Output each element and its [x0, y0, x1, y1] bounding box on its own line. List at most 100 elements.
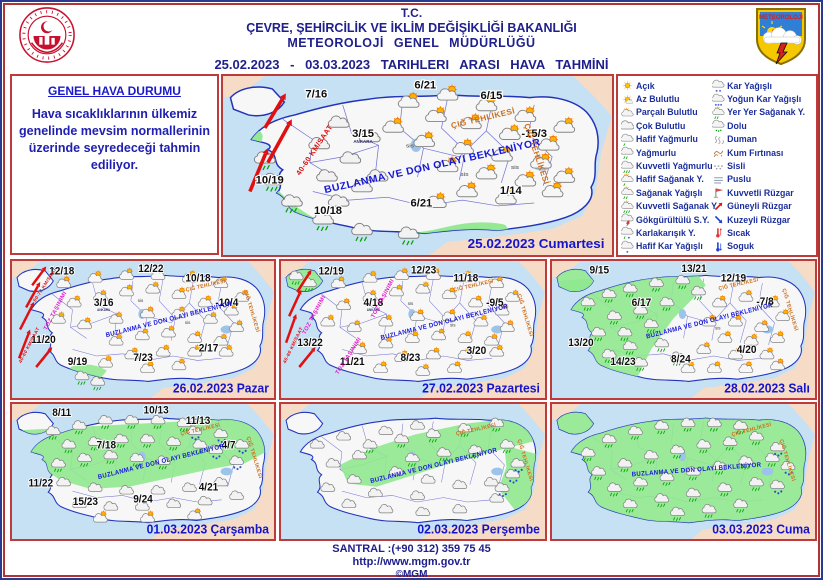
temperature-label: 13/21 [681, 263, 706, 276]
map-date-label: 27.02.2023 Pazartesi [422, 380, 540, 396]
legend-item: Karlakarışık Y. [621, 226, 712, 240]
sleet-icon [621, 227, 634, 240]
temperature-label: 4/18 [364, 297, 384, 309]
sun-cloud-icon [621, 107, 634, 117]
temperature-label: 12/19 [318, 265, 344, 277]
rain-1-icon [621, 133, 634, 146]
legend-item-label: Yoğun Kar Yağışlı [727, 94, 802, 105]
forecast-map-saturday: SİS SİS SİS 7/16 6/21 6/15 3/15 ANKARA -15/3 1/14… [221, 74, 614, 257]
map-date-label: 02.03.2023 Perşembe [417, 522, 540, 536]
temperature-label: 15/23 [73, 497, 98, 508]
temperature-label: 8/11 [52, 408, 71, 419]
svg-text:SİS: SİS [460, 171, 469, 178]
legend-item: Hafif Kar Yağışlı [621, 240, 712, 253]
rain-2-icon [621, 146, 634, 160]
footer-copyright: ©MGM [395, 569, 428, 580]
legend-column-right: Kar Yağışlı Yoğun Kar Yağışlı Yer Yer Sağa… [712, 79, 815, 253]
legend-item: Soguk [712, 240, 815, 253]
map-date-label: 28.02.2023 Salı [724, 380, 810, 396]
header-agency: METEOROLOJİ GENEL MÜDÜRLÜĞÜ [287, 36, 536, 50]
temperature-label: 7/18 [97, 440, 117, 451]
legend-item-label: Karlakarışık Y. [636, 227, 696, 238]
legend-item: Puslu [712, 173, 815, 186]
svg-text:SİS: SİS [408, 302, 414, 306]
legend-item-label: Hafif Kar Yağışlı [636, 241, 703, 252]
map-date-label: 03.03.2023 Cuma [712, 522, 811, 537]
website-url: http://www.mgm.gov.tr [352, 556, 471, 569]
temperature-label: 13/22 [297, 337, 323, 349]
temperature-label: 10/18 [185, 272, 210, 285]
svg-text:SİS: SİS [185, 320, 191, 325]
temperature-label: 2/17 [199, 342, 219, 355]
legend-item-label: Sisli [727, 161, 746, 172]
general-outlook-text: Hava sıcaklıklarının ülkemiz genelinde m… [18, 107, 211, 172]
forecast-map-monday: SİS SİS 12/19 12/23 11/18 4/18 ANKARA -9/5 13/22… [279, 259, 547, 400]
temperature-label: 10/13 [144, 405, 169, 416]
legend-item: Sıcak [712, 226, 815, 239]
svg-text:SİS: SİS [450, 324, 456, 328]
turkey-map: 8/11 10/13 11/13 7/18 -4/7 11/22 15/23 9/24 4/21… [12, 404, 274, 539]
temperature-label: -7/8 [756, 295, 774, 308]
forecast-map-sunday: SİS SİS 12/18 12/22 10/18 3/16 ANKARA -10/4 11/2… [10, 259, 276, 400]
temperature-label: 9/15 [590, 264, 610, 277]
legend-item: Çok Bulutlu [621, 119, 712, 132]
temperature-label: 9/19 [68, 356, 88, 369]
legend-item: Parçalı Bulutlu [621, 106, 712, 119]
legend-item-label: Soguk [727, 241, 755, 252]
temperature-label: 12/23 [411, 264, 437, 276]
city-label: ANKARA [353, 139, 373, 144]
legend-item: Yağmurlu [621, 146, 712, 160]
header-tc: T.C. [400, 6, 423, 20]
legend-item-label: Duman [727, 134, 757, 145]
snow-2-icon [712, 80, 725, 93]
legend-item-label: Güneyli Rüzgar [727, 201, 792, 212]
legend-item: Sağanak Yağışlı [621, 186, 712, 200]
fog-icon [714, 164, 723, 170]
footer: SANTRAL :(+90 312) 359 75 45 http://www.… [2, 543, 821, 580]
shower-1-icon [621, 173, 634, 186]
svg-text:SİS: SİS [511, 164, 520, 171]
legend-item-label: Kuvvetli Rüzgar [727, 187, 794, 198]
legend-item-label: Yer Yer Sağanak Y. [727, 107, 806, 118]
city-label: ANKARA [367, 308, 381, 312]
temperature-label: 8/23 [400, 352, 420, 364]
legend-item-label: Kuvvetli Sağanak Y [636, 201, 718, 212]
legend-item: Kuzeyli Rüzgar [712, 213, 815, 226]
temperature-label: 14/23 [610, 356, 635, 369]
legend-item: Yoğun Kar Yağışlı [712, 92, 815, 106]
temperature-label: -10/4 [215, 297, 238, 310]
temperature-label: 8/24 [671, 353, 691, 366]
legend-item-label: Dolu [727, 120, 747, 131]
legend-panel: Açık Az Bulutlu Parçalı Bulutlu Çok Bulutlu… [616, 74, 818, 257]
ministry-logo [18, 6, 76, 64]
smoke-icon [714, 135, 725, 144]
turkey-map: SİS 9/15 13/21 12/19 6/17 -7/8 13/20 14/23 8/24 4… [552, 261, 815, 398]
header-ministry: ÇEVRE, ŞEHİRCİLİK VE İKLİM DEĞİŞİKLİĞİ B… [246, 21, 577, 35]
svg-text:SİS: SİS [715, 326, 721, 330]
legend-item-label: Gökgürültülü S.Y. [636, 214, 710, 225]
legend-item: Kuvvetli Yağmurlu [621, 159, 713, 173]
temperature-label: 11/13 [186, 416, 211, 427]
legend-item-label: Sağanak Yağışlı [636, 187, 703, 198]
legend-item: Hafif Sağanak Y. [621, 173, 712, 186]
temperature-label: 9/24 [133, 494, 153, 505]
legend-item-label: Açık [636, 80, 655, 91]
temperature-label: 11/20 [31, 334, 56, 347]
legend-item: Yer Yer Sağanak Y. [712, 106, 815, 119]
temperature-label: 7/23 [133, 352, 153, 365]
legend-item: Sisli [712, 159, 815, 172]
footer-phone: SANTRAL :(+90 312) 359 75 45 [332, 543, 491, 555]
hail-icon [712, 120, 725, 133]
legend-item: Güneyli Rüzgar [712, 200, 815, 213]
map-date-label: 26.02.2023 Pazar [173, 381, 269, 396]
arrow-ne-icon [715, 202, 723, 210]
forecast-map-tuesday: SİS 9/15 13/21 12/19 6/17 -7/8 13/20 14/23 8/24 4… [550, 259, 817, 400]
temperature-label: 4/20 [737, 343, 757, 356]
meteoroloji-logo-text: METEOROLOJİ [759, 14, 803, 21]
legend-item-label: Kar Yağışlı [727, 80, 772, 91]
temperature-label: 12/18 [49, 265, 74, 278]
temperature-label: -4/7 [218, 440, 235, 451]
forecast-map-thursday: BUZLANMA VE DON OLAYI BEKLENİYOR ÇIĞ TEHL… [279, 402, 547, 541]
